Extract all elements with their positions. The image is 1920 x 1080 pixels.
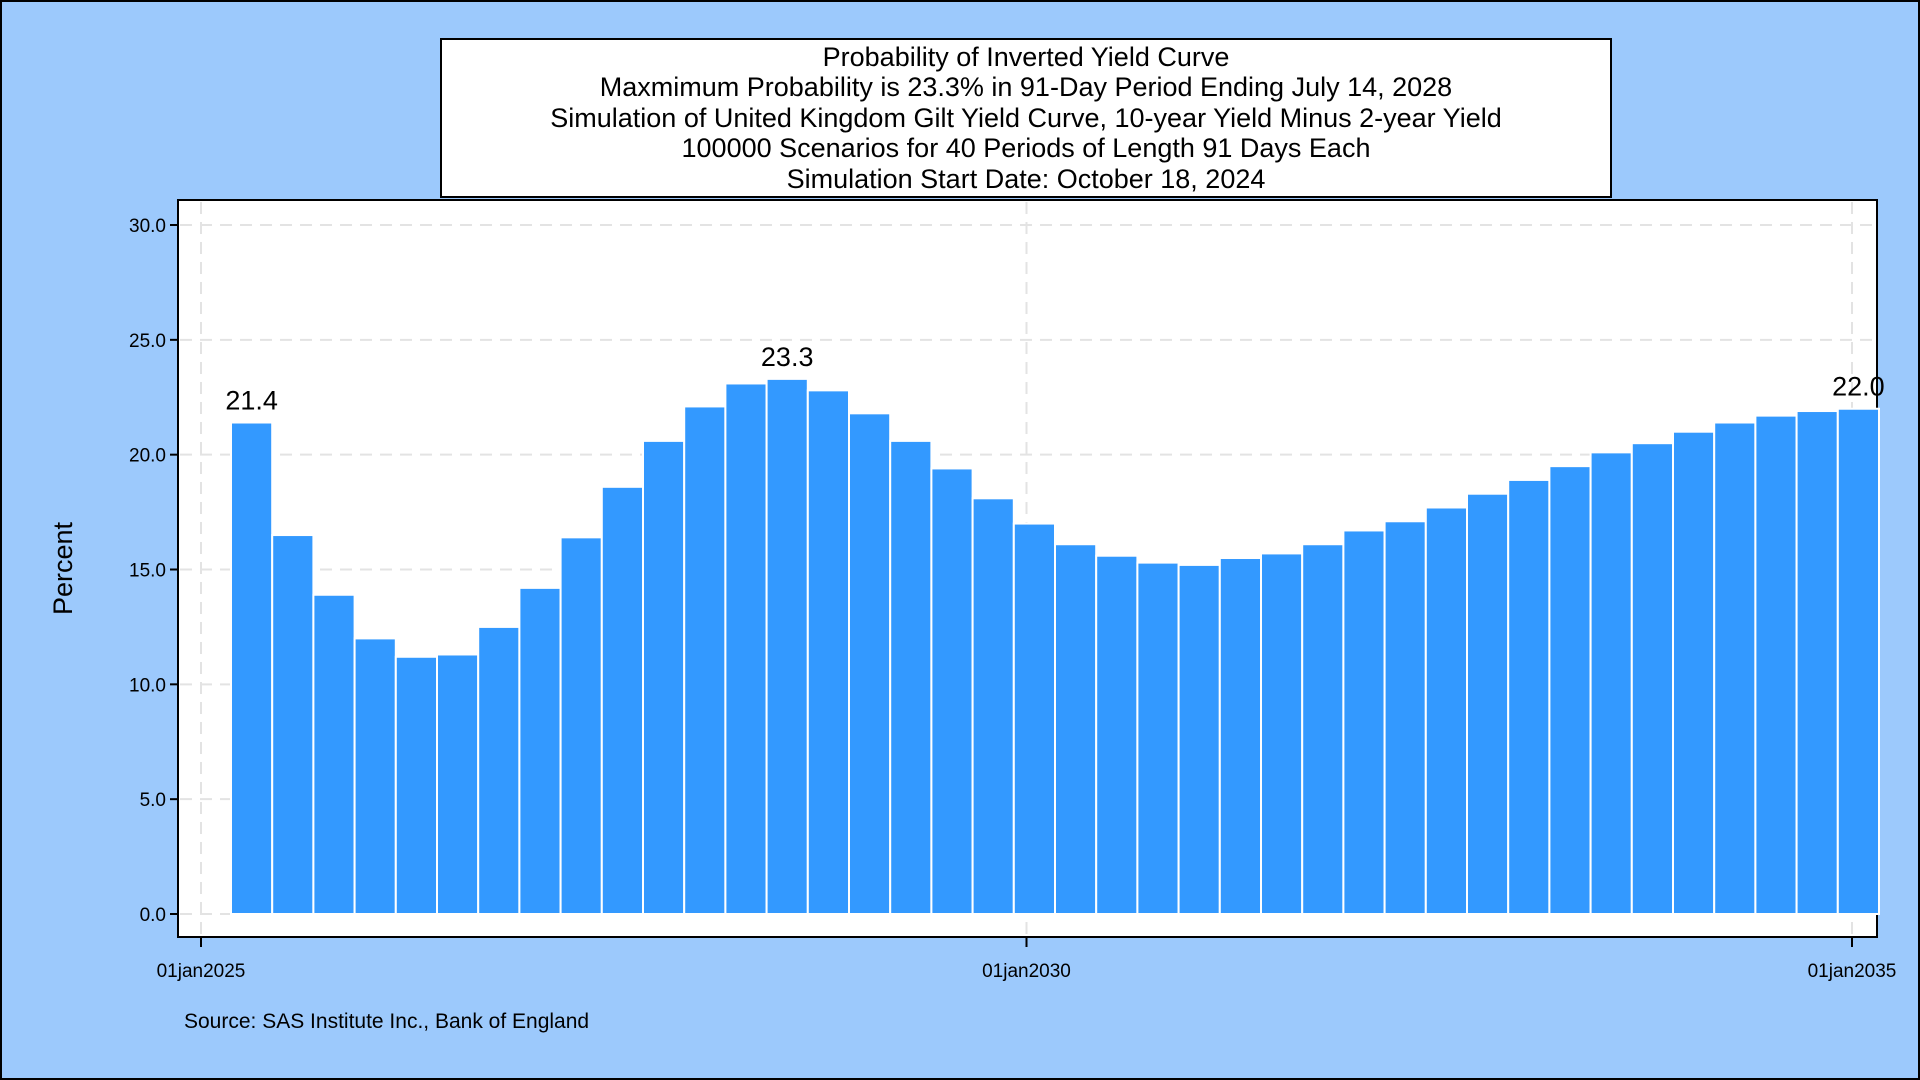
bar (230, 421, 274, 915)
bar (683, 405, 727, 915)
bar (1672, 430, 1716, 915)
bar (1342, 529, 1386, 915)
bar (1589, 451, 1633, 915)
y-axis-label: Percent (48, 521, 78, 615)
y-tick-label: 0.0 (140, 905, 166, 926)
y-tick-label: 25.0 (129, 331, 166, 352)
bar (353, 637, 397, 916)
bar (1424, 506, 1469, 915)
source-note: Source: SAS Institute Inc., Bank of Engl… (184, 1010, 590, 1033)
bar (1713, 421, 1757, 915)
data-label: 23.3 (761, 342, 814, 372)
bar (1095, 554, 1139, 915)
bar (1054, 543, 1098, 916)
chart-subtitle-max: Maxmimum Probability is 23.3% in 91-Day … (599, 72, 1453, 103)
bar (436, 653, 480, 916)
bar (848, 412, 892, 915)
data-label: 22.0 (1832, 372, 1885, 402)
x-tick-label: 01jan2030 (982, 961, 1071, 982)
y-axis: 0.0 5.0 10.0 15.0 20.0 25.0 30.0 (129, 216, 178, 926)
bar (1795, 410, 1839, 915)
y-tick-label: 20.0 (129, 446, 166, 467)
bar (1630, 442, 1675, 915)
x-tick-label: 01jan2035 (1808, 961, 1897, 982)
chart-subtitle-simulation: Simulation of United Kingdom Gilt Yield … (550, 102, 1502, 133)
y-tick-label: 10.0 (129, 675, 166, 696)
bar (1218, 557, 1263, 915)
bar (518, 586, 562, 916)
y-tick-label: 30.0 (129, 216, 166, 237)
bar (724, 382, 768, 916)
bar (271, 534, 315, 915)
bar (1507, 478, 1551, 915)
bar (600, 485, 644, 915)
bar (1836, 407, 1881, 915)
bar (971, 497, 1015, 915)
bar (930, 467, 974, 915)
bar (889, 439, 933, 915)
data-labels: 21.4 23.3 22.0 (225, 342, 1884, 416)
y-tick-label: 15.0 (129, 561, 166, 582)
bar (1301, 543, 1345, 916)
y-tick-label: 5.0 (140, 790, 166, 811)
chart-title-box: Probability of Inverted Yield Curve Maxm… (440, 38, 1612, 198)
bar (1383, 520, 1427, 916)
bar (394, 655, 438, 915)
bar (1012, 522, 1056, 915)
bars (230, 377, 1881, 916)
bar (765, 377, 809, 916)
chart-title: Probability of Inverted Yield Curve (822, 41, 1230, 72)
x-axis: 01jan2025 01jan2030 01jan2035 (157, 937, 1897, 982)
bar (1548, 465, 1592, 915)
data-label: 21.4 (225, 386, 278, 416)
chart-subtitle-scenarios: 100000 Scenarios for 40 Periods of Lengt… (681, 133, 1371, 164)
bar (806, 389, 850, 915)
chart-subtitle-start-date: Simulation Start Date: October 18, 2024 (786, 163, 1266, 194)
bar (642, 439, 686, 915)
bar (559, 536, 603, 915)
bar (477, 625, 521, 916)
bar (1260, 552, 1304, 915)
bar (1754, 414, 1798, 915)
bar (312, 593, 356, 915)
x-tick-label: 01jan2025 (157, 961, 246, 982)
bar (1466, 492, 1510, 915)
bar (1177, 563, 1221, 915)
bar (1136, 561, 1180, 915)
